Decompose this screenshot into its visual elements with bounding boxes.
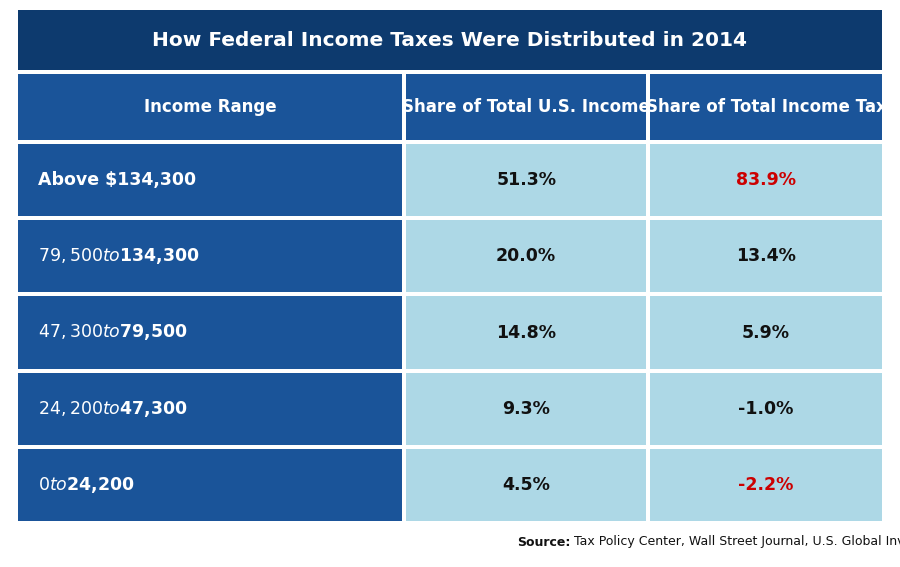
Bar (407, 297, 646, 369)
Text: 5.9%: 5.9% (742, 324, 790, 341)
Bar (650, 297, 882, 369)
Text: 51.3%: 51.3% (496, 171, 556, 189)
Text: 9.3%: 9.3% (502, 400, 550, 418)
Text: Income Range: Income Range (144, 98, 276, 116)
Text: -1.0%: -1.0% (738, 400, 794, 418)
Text: How Federal Income Taxes Were Distributed in 2014: How Federal Income Taxes Were Distribute… (152, 31, 748, 49)
Text: $24,200 to $47,300: $24,200 to $47,300 (38, 399, 188, 418)
Bar (18, 449, 402, 521)
Text: Share of Total U.S. Income: Share of Total U.S. Income (402, 98, 650, 116)
Bar (407, 449, 646, 521)
Text: 13.4%: 13.4% (736, 247, 796, 265)
Bar (407, 74, 646, 140)
Text: Above $134,300: Above $134,300 (38, 171, 196, 189)
Text: 4.5%: 4.5% (502, 476, 550, 494)
Bar (650, 144, 882, 216)
Bar (650, 449, 882, 521)
Text: Tax Policy Center, Wall Street Journal, U.S. Global Investors: Tax Policy Center, Wall Street Journal, … (570, 535, 900, 548)
Bar (18, 220, 402, 293)
Text: 20.0%: 20.0% (496, 247, 556, 265)
Bar (18, 74, 402, 140)
Bar (18, 144, 402, 216)
Bar (18, 10, 882, 70)
Text: Source:: Source: (517, 535, 570, 548)
Text: Share of Total Income Tax: Share of Total Income Tax (645, 98, 886, 116)
Text: 83.9%: 83.9% (736, 171, 796, 189)
Bar (650, 220, 882, 293)
Bar (18, 373, 402, 445)
Text: $47,300 to $79,500: $47,300 to $79,500 (38, 323, 188, 342)
Text: -2.2%: -2.2% (738, 476, 794, 494)
Text: $0 to $24,200: $0 to $24,200 (38, 475, 135, 495)
Bar (407, 220, 646, 293)
Bar (650, 74, 882, 140)
Bar (407, 144, 646, 216)
Text: 14.8%: 14.8% (496, 324, 556, 341)
Text: $79,500 to $134,300: $79,500 to $134,300 (38, 246, 200, 266)
Bar (18, 297, 402, 369)
Bar (650, 373, 882, 445)
Bar (407, 373, 646, 445)
